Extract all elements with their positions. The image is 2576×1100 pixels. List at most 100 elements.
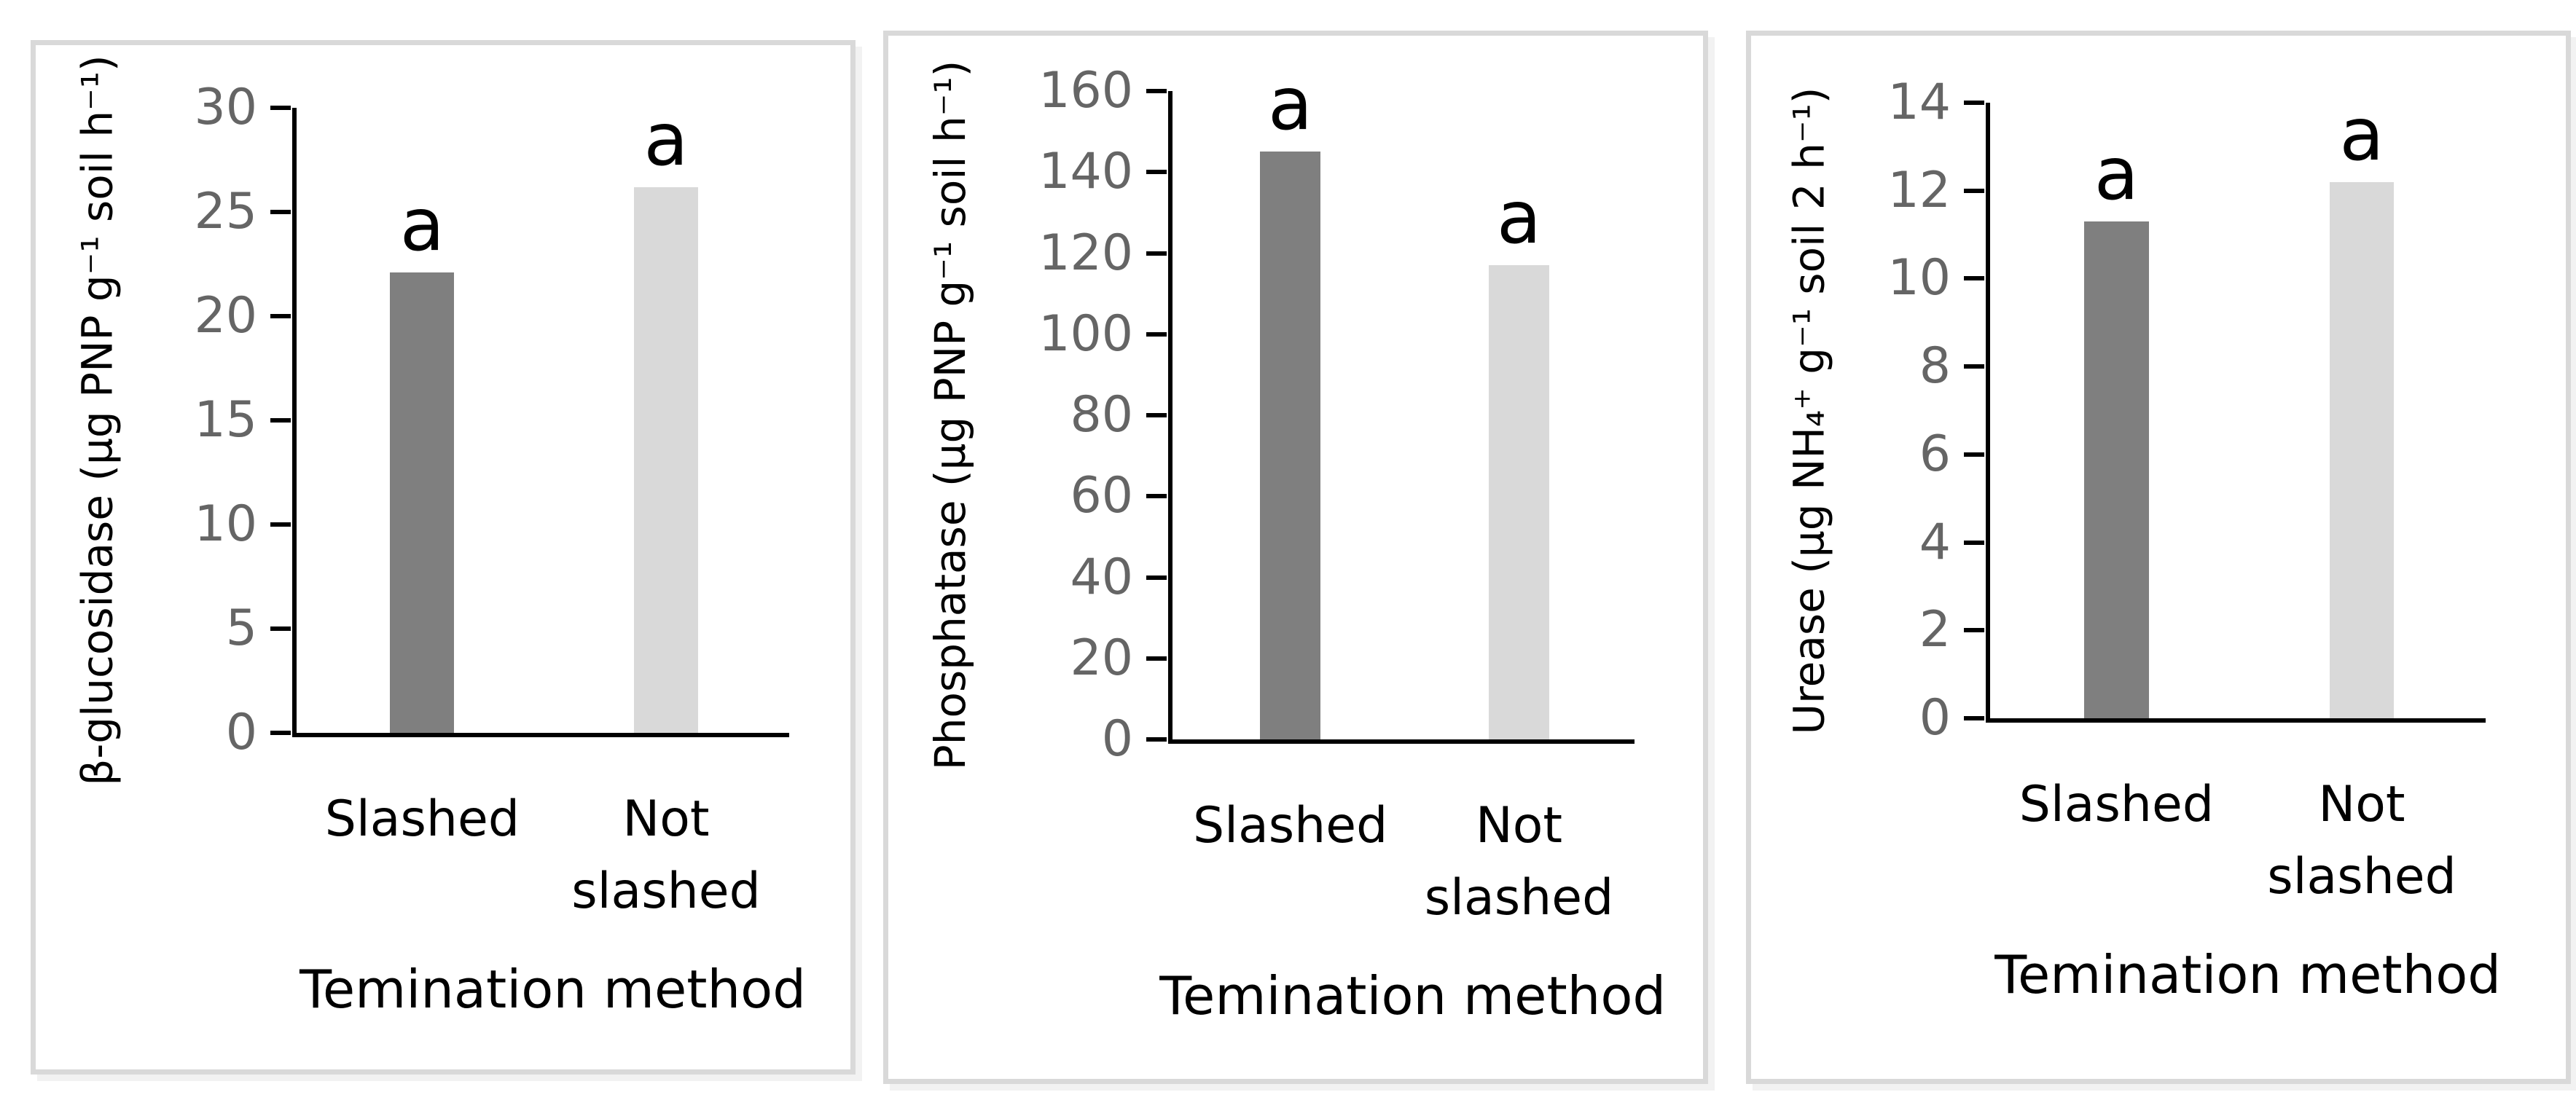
y-tick: 4 bbox=[1919, 513, 1984, 571]
y-tick: 12 bbox=[1887, 161, 1984, 219]
plot-area: 14 12 10 8 6 4 2 0 a a Slashed Not slash… bbox=[1887, 78, 2501, 1002]
y-tick: 0 bbox=[226, 708, 291, 758]
plot-area: 160 140 120 100 80 60 40 20 0 a a Slashe… bbox=[1038, 66, 1666, 1023]
y-tick: 30 bbox=[194, 83, 291, 133]
y-tick-label: 10 bbox=[194, 495, 257, 553]
y-tick-label: 14 bbox=[1887, 74, 1951, 131]
bar-slot-not-slashed: a bbox=[1489, 91, 1549, 739]
y-tick-label: 25 bbox=[194, 183, 257, 240]
tick-mark bbox=[1146, 170, 1167, 175]
category-label-slashed: Slashed bbox=[1193, 797, 1388, 855]
tick-mark bbox=[1964, 276, 1984, 281]
y-tick-label: 60 bbox=[1070, 467, 1133, 525]
significance-letter: a bbox=[1268, 61, 1313, 147]
bar-slashed bbox=[1260, 152, 1320, 739]
y-tick: 6 bbox=[1919, 425, 1984, 483]
tick-mark bbox=[1146, 89, 1167, 93]
bar-slot-slashed: a bbox=[390, 108, 455, 733]
y-tick-label: 8 bbox=[1919, 337, 1951, 396]
y-tick: 8 bbox=[1919, 342, 1984, 391]
tick-mark bbox=[1146, 413, 1167, 417]
y-tick-label: 100 bbox=[1038, 305, 1133, 363]
significance-letter: a bbox=[1496, 175, 1542, 261]
tick-mark bbox=[1146, 737, 1167, 742]
bar-not-slashed bbox=[1489, 265, 1549, 739]
tick-mark bbox=[270, 313, 291, 318]
y-tick-label: 0 bbox=[225, 704, 257, 761]
y-tick-label: 5 bbox=[225, 599, 257, 657]
tick-mark bbox=[1964, 716, 1984, 720]
y-tick: 2 bbox=[1919, 605, 1984, 655]
tick-mark bbox=[1964, 628, 1984, 633]
bar-not-slashed bbox=[634, 186, 698, 733]
tick-mark bbox=[1964, 452, 1984, 457]
bar-slot-slashed: a bbox=[1260, 68, 1320, 739]
category-label-not-slashed: Not slashed bbox=[1424, 797, 1614, 927]
category-label-slashed: Slashed bbox=[2019, 776, 2215, 833]
tick-mark bbox=[1964, 364, 1984, 369]
y-tick: 40 bbox=[1070, 548, 1167, 606]
bar-not-slashed bbox=[2329, 181, 2395, 718]
y-tick-label: 6 bbox=[1919, 425, 1951, 483]
tick-mark bbox=[1964, 540, 1984, 545]
y-tick-label: 40 bbox=[1070, 548, 1133, 606]
tick-mark bbox=[1146, 575, 1167, 580]
y-tick-label: 10 bbox=[1887, 249, 1951, 307]
significance-letter: a bbox=[2339, 91, 2384, 177]
tick-mark bbox=[1146, 251, 1167, 256]
y-tick-label: 30 bbox=[194, 79, 257, 136]
y-tick: 100 bbox=[1038, 305, 1167, 363]
y-tick: 80 bbox=[1070, 390, 1167, 440]
y-axis-title: Phosphatase (µg PNP g⁻¹ soil h⁻¹) bbox=[925, 60, 976, 771]
y-tick: 14 bbox=[1887, 78, 1984, 127]
tick-mark bbox=[270, 106, 291, 110]
bar-slot-not-slashed: a bbox=[634, 96, 698, 733]
y-tick-label: 20 bbox=[1070, 629, 1133, 687]
y-axis-title-area: Urease (µg NH₄⁺ g⁻¹ soil 2 h⁻¹) bbox=[1761, 87, 1856, 734]
y-axis-title: β-glucosidase (µg PNP g⁻¹ soil h⁻¹) bbox=[73, 55, 122, 786]
category-label-slashed: Slashed bbox=[324, 790, 520, 848]
chart-panel-beta-glucosidase: β-glucosidase (µg PNP g⁻¹ soil h⁻¹) 30 2… bbox=[31, 40, 856, 1075]
significance-letter: a bbox=[2094, 130, 2140, 216]
y-tick-label: 80 bbox=[1070, 386, 1133, 444]
y-tick-label: 2 bbox=[1919, 601, 1951, 659]
category-label-not-slashed: Not slashed bbox=[2267, 776, 2456, 905]
chart-panel-urease: Urease (µg NH₄⁺ g⁻¹ soil 2 h⁻¹) 14 12 10… bbox=[1746, 31, 2571, 1084]
tick-mark bbox=[1964, 101, 1984, 105]
y-tick-label: 15 bbox=[194, 391, 257, 449]
significance-letter: a bbox=[399, 181, 445, 267]
y-tick: 0 bbox=[1102, 715, 1167, 764]
y-axis-title-area: β-glucosidase (µg PNP g⁻¹ soil h⁻¹) bbox=[50, 55, 145, 785]
tick-mark bbox=[270, 626, 291, 631]
y-tick-label: 160 bbox=[1038, 62, 1133, 119]
y-tick: 60 bbox=[1070, 471, 1167, 521]
y-tick: 10 bbox=[194, 500, 291, 549]
y-tick: 20 bbox=[1070, 629, 1167, 687]
y-tick-label: 4 bbox=[1919, 513, 1951, 571]
bar-slot-slashed: a bbox=[2084, 103, 2149, 718]
category-label-not-slashed: Not slashed bbox=[571, 790, 761, 920]
tick-mark bbox=[1146, 331, 1167, 337]
y-tick-label: 120 bbox=[1038, 224, 1133, 282]
tick-mark bbox=[270, 418, 291, 423]
tick-mark bbox=[270, 210, 291, 214]
bar-slashed bbox=[2084, 221, 2149, 718]
plot-area: 30 25 20 15 10 5 0 a a Slashed Not slash… bbox=[194, 83, 805, 1016]
x-axis-title: Temination method bbox=[300, 959, 806, 1020]
tick-mark bbox=[1146, 656, 1167, 661]
bar-slot-not-slashed: a bbox=[2329, 91, 2395, 718]
y-tick: 15 bbox=[194, 396, 291, 445]
significance-letter: a bbox=[643, 96, 689, 182]
tick-mark bbox=[1964, 188, 1984, 193]
y-tick: 140 bbox=[1038, 147, 1167, 197]
y-tick: 10 bbox=[1887, 254, 1984, 303]
y-tick-label: 12 bbox=[1887, 161, 1951, 219]
y-tick-label: 0 bbox=[1101, 710, 1133, 768]
y-tick: 5 bbox=[225, 599, 291, 657]
y-tick: 25 bbox=[194, 187, 291, 237]
tick-mark bbox=[270, 731, 291, 735]
x-axis-title: Temination method bbox=[1159, 965, 1667, 1026]
tick-mark bbox=[1146, 494, 1167, 499]
y-tick: 20 bbox=[194, 291, 291, 341]
